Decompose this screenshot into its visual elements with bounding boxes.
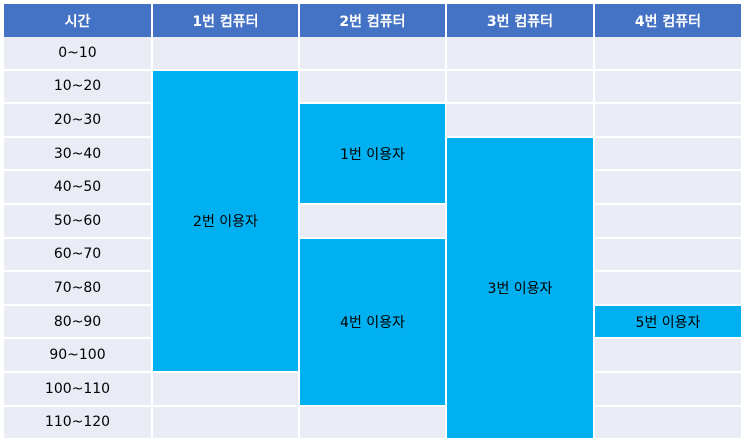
usage-block-label: 1번 이용자 bbox=[340, 146, 405, 163]
empty-cell bbox=[595, 137, 741, 170]
time-slot-label: 40~50 bbox=[4, 171, 151, 203]
empty-cell bbox=[595, 205, 741, 237]
empty-cell bbox=[595, 272, 741, 304]
usage-block-label: 4번 이용자 bbox=[340, 314, 405, 331]
empty-cell bbox=[153, 37, 298, 69]
time-slot-label: 20~30 bbox=[4, 104, 151, 136]
empty-cell bbox=[595, 406, 741, 439]
time-slot-label: 30~40 bbox=[4, 137, 151, 170]
header-computer-4: 4번 컴퓨터 bbox=[595, 4, 741, 37]
usage-block-label: 3번 이용자 bbox=[487, 280, 553, 297]
usage-block: 1번 이용자 bbox=[300, 104, 445, 203]
usage-block-label: 2번 이용자 bbox=[193, 213, 258, 230]
time-slot-label: 0~10 bbox=[4, 37, 151, 69]
usage-block: 5번 이용자 bbox=[595, 305, 741, 338]
empty-cell bbox=[595, 339, 741, 371]
time-slot-label: 60~70 bbox=[4, 238, 151, 271]
usage-block-label: 5번 이용자 bbox=[635, 314, 701, 331]
time-slot-label: 80~90 bbox=[4, 305, 151, 338]
empty-cell bbox=[595, 104, 741, 136]
empty-cell bbox=[300, 37, 445, 69]
empty-cell bbox=[300, 406, 445, 439]
header-computer-1: 1번 컴퓨터 bbox=[153, 4, 298, 37]
time-slot-label: 70~80 bbox=[4, 272, 151, 304]
usage-block: 2번 이용자 bbox=[153, 70, 298, 371]
time-slot-label: 50~60 bbox=[4, 205, 151, 237]
header-computer-3: 3번 컴퓨터 bbox=[447, 4, 593, 37]
empty-cell bbox=[153, 406, 298, 439]
empty-cell bbox=[447, 37, 593, 69]
time-slot-label: 100~110 bbox=[4, 373, 151, 405]
empty-cell bbox=[300, 205, 445, 237]
empty-cell bbox=[595, 238, 741, 271]
time-slot-label: 10~20 bbox=[4, 70, 151, 103]
empty-cell bbox=[447, 70, 593, 103]
usage-block: 3번 이용자 bbox=[447, 137, 593, 439]
time-slot-label: 90~100 bbox=[4, 339, 151, 371]
empty-cell bbox=[447, 104, 593, 136]
time-slot-label: 110~120 bbox=[4, 406, 151, 439]
empty-cell bbox=[153, 373, 298, 405]
header-time: 시간 bbox=[4, 4, 151, 37]
empty-cell bbox=[595, 171, 741, 203]
header-computer-2: 2번 컴퓨터 bbox=[300, 4, 445, 37]
empty-cell bbox=[300, 70, 445, 103]
empty-cell bbox=[595, 70, 741, 103]
empty-cell bbox=[595, 37, 741, 69]
empty-cell bbox=[595, 373, 741, 405]
usage-block: 4번 이용자 bbox=[300, 238, 445, 405]
